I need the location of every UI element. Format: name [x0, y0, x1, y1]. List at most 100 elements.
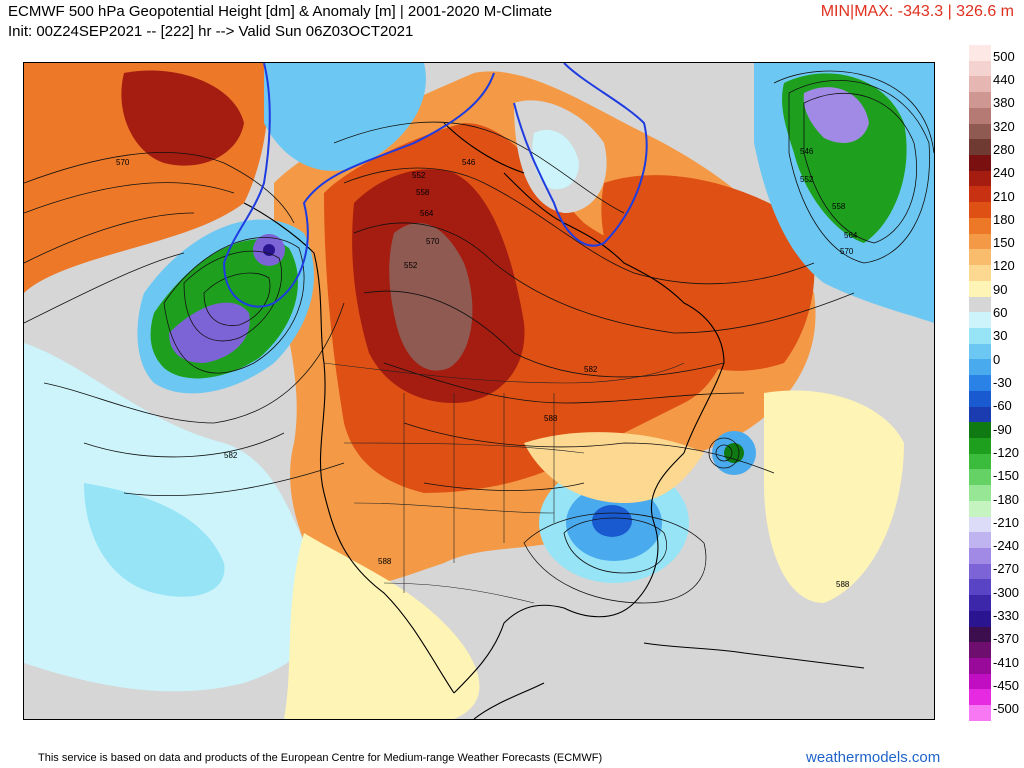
atlantic-ridge [601, 175, 815, 371]
colorbar-swatch [969, 626, 991, 643]
colorbar-label: 90 [993, 281, 1008, 297]
colorbar-label: 280 [993, 141, 1015, 157]
map-subtitle: Init: 00Z24SEP2021 -- [222] hr --> Valid… [8, 23, 414, 40]
contour-label: 588 [836, 580, 850, 589]
colorbar-swatch [969, 76, 991, 93]
colorbar-label: -90 [993, 421, 1012, 437]
colorbar-label: 240 [993, 165, 1015, 181]
colorbar-swatch [969, 186, 991, 203]
colorbar-label: -370 [993, 631, 1020, 647]
colorbar-swatch [969, 123, 991, 140]
contour-label: 552 [412, 171, 426, 180]
goa-low-core [263, 244, 275, 256]
map-svg: 570 552 558 564 570 582 582 588 588 588 … [24, 63, 934, 719]
colorbar-swatch [969, 595, 991, 611]
colorbar-label: 500 [993, 48, 1015, 64]
colorbar-swatch [969, 532, 991, 548]
contour-label: 564 [844, 231, 858, 240]
map-title: ECMWF 500 hPa Geopotential Height [dm] &… [8, 3, 553, 20]
colorbar-swatch [969, 469, 991, 486]
colorbar-swatch [969, 437, 991, 454]
contour-label: 588 [544, 414, 558, 423]
colorbar-swatch [969, 485, 991, 501]
colorbar-label: -120 [993, 444, 1020, 460]
colorbar-swatch [969, 312, 991, 328]
colorbar-swatch [969, 453, 991, 470]
colorbar-swatch [969, 705, 991, 721]
colorbar-swatch [969, 642, 991, 659]
colorbar-swatch [969, 610, 991, 627]
data-credit: This service is based on data and produc… [38, 752, 603, 764]
colorbar-label: -150 [993, 468, 1020, 484]
colorbar-label: -60 [993, 398, 1012, 414]
colorbar-swatch [969, 249, 991, 266]
colorbar-swatch [969, 60, 991, 77]
colorbar-swatch [969, 107, 991, 124]
arctic-trough [264, 63, 426, 171]
map-canvas[interactable]: 570 552 558 564 570 582 582 588 588 588 … [23, 62, 935, 720]
colorbar-swatch [969, 500, 991, 517]
contour-label: 546 [800, 147, 814, 156]
contour-label: 564 [420, 209, 434, 218]
colorbar-swatch [969, 343, 991, 360]
colorbar-swatch [969, 658, 991, 674]
colorbar-swatch [969, 202, 991, 218]
brand-link[interactable]: weathermodels.com [806, 749, 941, 766]
colorbar-label: 60 [993, 305, 1008, 321]
colorbar-swatch [969, 296, 991, 313]
alaska-ridge-core [121, 70, 244, 166]
colorbar-swatch [969, 233, 991, 250]
colorbar-swatch [969, 170, 991, 187]
subtropical-atlantic-warm [764, 390, 904, 603]
contour-label: 588 [378, 557, 392, 566]
colorbar-label: -300 [993, 584, 1020, 600]
contour-label: 570 [840, 247, 854, 256]
borders [323, 362, 685, 604]
colorbar-swatch [969, 390, 991, 407]
colorbar-label: -240 [993, 538, 1020, 554]
colorbar-label: -330 [993, 608, 1020, 624]
contour-label: 552 [800, 175, 814, 184]
contour-label: 570 [116, 158, 130, 167]
colorbar-swatch [969, 280, 991, 297]
contour-label: 558 [416, 188, 430, 197]
colorbar-swatch [969, 673, 991, 690]
ridge-core [389, 223, 473, 371]
pacific-weak-trough [84, 483, 225, 597]
contour-label: 582 [584, 365, 598, 374]
anomaly-colorbar [969, 45, 991, 721]
colorbar-label: -410 [993, 654, 1020, 670]
north-atlantic-trough-core [803, 87, 869, 143]
height-contours [24, 70, 934, 604]
colorbar-swatch [969, 265, 991, 281]
colorbar-label: 210 [993, 188, 1015, 204]
colorbar-label: 180 [993, 211, 1015, 227]
colorbar-label: 30 [993, 328, 1008, 344]
colorbar-swatch [969, 217, 991, 234]
contour-label: 558 [832, 202, 846, 211]
colorbar-swatch [969, 375, 991, 391]
colorbar-label: 380 [993, 95, 1015, 111]
contour-label: 570 [426, 237, 440, 246]
goa-low-violet [169, 302, 250, 363]
contour-label: 582 [224, 451, 238, 460]
colorbar-label: 0 [993, 351, 1001, 367]
colorbar-label: 320 [993, 118, 1015, 134]
colorbar-swatch [969, 92, 991, 108]
colorbar-swatch [969, 422, 991, 438]
colorbar-swatch [969, 45, 991, 61]
colorbar-swatch [969, 139, 991, 156]
colorbar-swatch [969, 516, 991, 533]
min-max-readout: MIN|MAX: -343.3 | 326.6 m [820, 3, 1014, 20]
coastlines [243, 122, 865, 719]
colorbar-swatch [969, 406, 991, 423]
colorbar-swatch [969, 689, 991, 706]
colorbar-label: -270 [993, 561, 1020, 577]
atlantic-cutoff-core [724, 443, 744, 463]
baffin-trough [532, 129, 579, 190]
colorbar-label: -180 [993, 491, 1020, 507]
reference-contour [222, 63, 648, 308]
colorbar-label: -450 [993, 678, 1020, 694]
colorbar-label: 440 [993, 71, 1015, 87]
contour-label-group: 570 552 558 564 570 582 582 588 588 588 … [116, 147, 858, 589]
